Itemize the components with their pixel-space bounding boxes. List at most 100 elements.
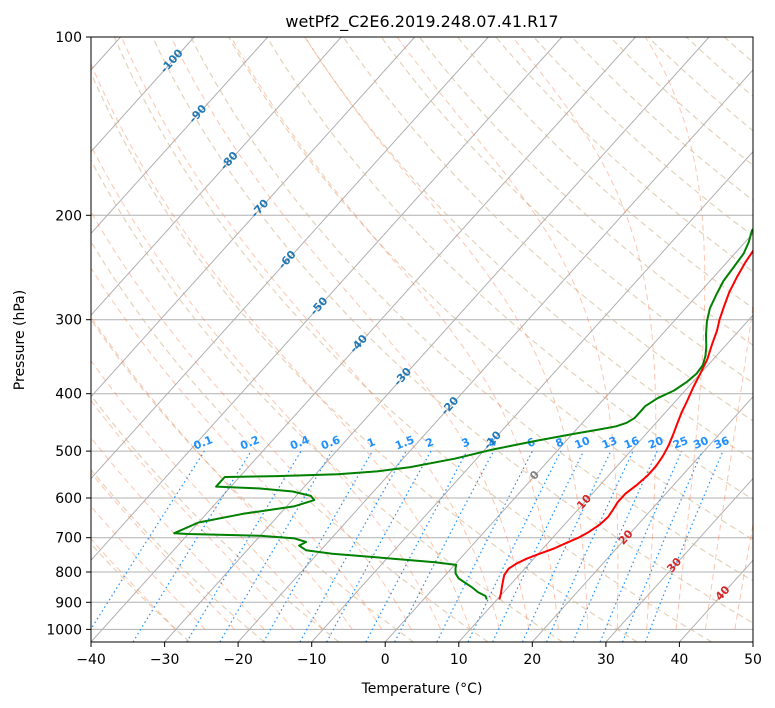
y-tick-label: 500 — [55, 444, 82, 460]
dry-adiabat-line — [304, 37, 753, 461]
y-tick-label: 800 — [55, 565, 82, 581]
isotherm-line — [91, 37, 489, 480]
y-tick-label: 700 — [55, 531, 82, 547]
moist-adiabat-line — [91, 505, 206, 630]
plot-frame — [90, 36, 754, 643]
mixing-ratio-line — [186, 450, 302, 642]
mixing-ratio-label: 20 — [646, 434, 665, 452]
x-tick-label: −20 — [223, 652, 253, 668]
isotherm-line — [91, 37, 195, 153]
x-tick-label: 10 — [450, 652, 468, 668]
moist-adiabat-line — [91, 267, 383, 630]
dry-adiabat-line — [190, 37, 753, 582]
dry-adiabat-line — [342, 37, 753, 422]
x-axis-label: Temperature (°C) — [361, 681, 483, 697]
dry-adiabat-line — [91, 158, 563, 642]
moist-adiabat-line — [304, 37, 589, 630]
mixing-ratio-label: 10 — [573, 434, 592, 452]
moist-adiabat-line — [170, 37, 530, 630]
moist-adiabat-line — [705, 301, 753, 630]
moist-adiabat-line — [734, 521, 753, 630]
y-tick-label: 100 — [55, 30, 82, 46]
moist-adiabat-line — [91, 472, 236, 630]
mixing-ratio-line — [219, 450, 333, 642]
mixing-ratio-line — [299, 450, 407, 642]
moist-adiabat-line — [512, 37, 657, 630]
dry-adiabat-line — [418, 37, 753, 346]
x-tick-label: 20 — [523, 652, 541, 668]
dry-adiabat-line — [91, 394, 340, 642]
mixing-ratio-line — [546, 450, 634, 642]
mixing-ratio-line — [492, 450, 585, 642]
dry-adiabat-line — [571, 37, 753, 202]
moist-adiabat-line — [121, 37, 500, 630]
x-tick-label: −10 — [297, 652, 327, 668]
isotherm-line — [91, 37, 269, 235]
dry-adiabat-line — [609, 37, 753, 167]
y-tick-label: 1000 — [46, 622, 82, 638]
temperature-profile-line — [498, 249, 753, 600]
y-tick-label: 600 — [55, 491, 82, 507]
mixing-ratio-label: 30 — [691, 434, 710, 452]
y-tick-label: 400 — [55, 387, 82, 403]
y-tick-label: 300 — [55, 313, 82, 329]
y-axis-label: Pressure (hPa) — [12, 290, 28, 390]
mixing-ratio-label: 8 — [554, 435, 566, 450]
isotherm-line — [458, 314, 753, 642]
dry-adiabat-line — [533, 37, 753, 237]
x-tick-label: 40 — [670, 652, 688, 668]
isotherm-line — [384, 232, 753, 642]
mixing-ratio-label: 2 — [424, 435, 436, 450]
x-tick-label: −30 — [150, 652, 180, 668]
moist-adiabat-line — [91, 144, 442, 630]
y-tick-label: 200 — [55, 208, 82, 224]
isotherm-line — [91, 37, 636, 642]
mixing-ratio-label: 36 — [712, 434, 731, 452]
isotherm-line — [91, 37, 416, 398]
moist-adiabat-line — [91, 210, 412, 630]
moist-adiabat-line — [91, 399, 294, 630]
x-tick-label: 50 — [744, 652, 762, 668]
x-tick-label: 30 — [597, 652, 615, 668]
dry-adiabat-line — [91, 318, 414, 642]
isotherm-line — [237, 69, 753, 642]
moist-adiabat-line — [91, 316, 353, 630]
moist-adiabat-line — [645, 37, 706, 630]
moist-adiabat-line — [91, 436, 265, 630]
dry-adiabat-line — [113, 37, 713, 642]
mixing-ratio-line — [326, 450, 432, 642]
isotherm-line — [311, 150, 753, 642]
mixing-ratio-label: 1 — [365, 435, 377, 450]
dry-adiabat-line — [380, 37, 753, 384]
dry-adiabat-line — [457, 37, 753, 309]
moist-adiabat-line — [396, 37, 619, 630]
mixing-ratio-label: 16 — [622, 434, 641, 452]
mixing-ratio-line — [132, 450, 252, 642]
dry-adiabat-line — [91, 71, 638, 642]
moist-adiabat-line — [91, 62, 471, 630]
mixing-ratio-line — [644, 450, 724, 642]
moist-adiabat-line — [91, 538, 177, 630]
moist-adiabat-line — [230, 37, 559, 630]
isotherm-line — [164, 37, 710, 642]
x-tick-label: −40 — [76, 652, 106, 668]
dewpoint-profile-line — [173, 227, 753, 600]
mixing-ratio-line — [91, 450, 205, 631]
chart-title: wetPf2_C2E6.2019.248.07.41.R17 — [285, 12, 558, 32]
mixing-ratio-label: 13 — [600, 434, 619, 452]
mixing-ratio-label: 3 — [460, 435, 472, 450]
mixing-ratio-line — [572, 450, 658, 642]
y-tick-label: 900 — [55, 595, 82, 611]
isotherm-line — [91, 37, 342, 316]
mixing-ratio-line — [622, 450, 703, 642]
dry-adiabat-line — [228, 37, 753, 541]
mixing-ratio-line — [521, 450, 612, 642]
mixing-ratio-label: 25 — [671, 434, 690, 452]
isotherm-line — [91, 37, 563, 561]
x-tick-label: 0 — [381, 652, 390, 668]
dry-adiabat-line — [151, 37, 753, 624]
axes: −40 −30 −20 −10 0 10 20 30 40 50 100 200 300 400 500 60… — [46, 30, 762, 668]
mixing-ratio-line — [262, 450, 374, 642]
mixing-ratio-line — [467, 450, 562, 642]
